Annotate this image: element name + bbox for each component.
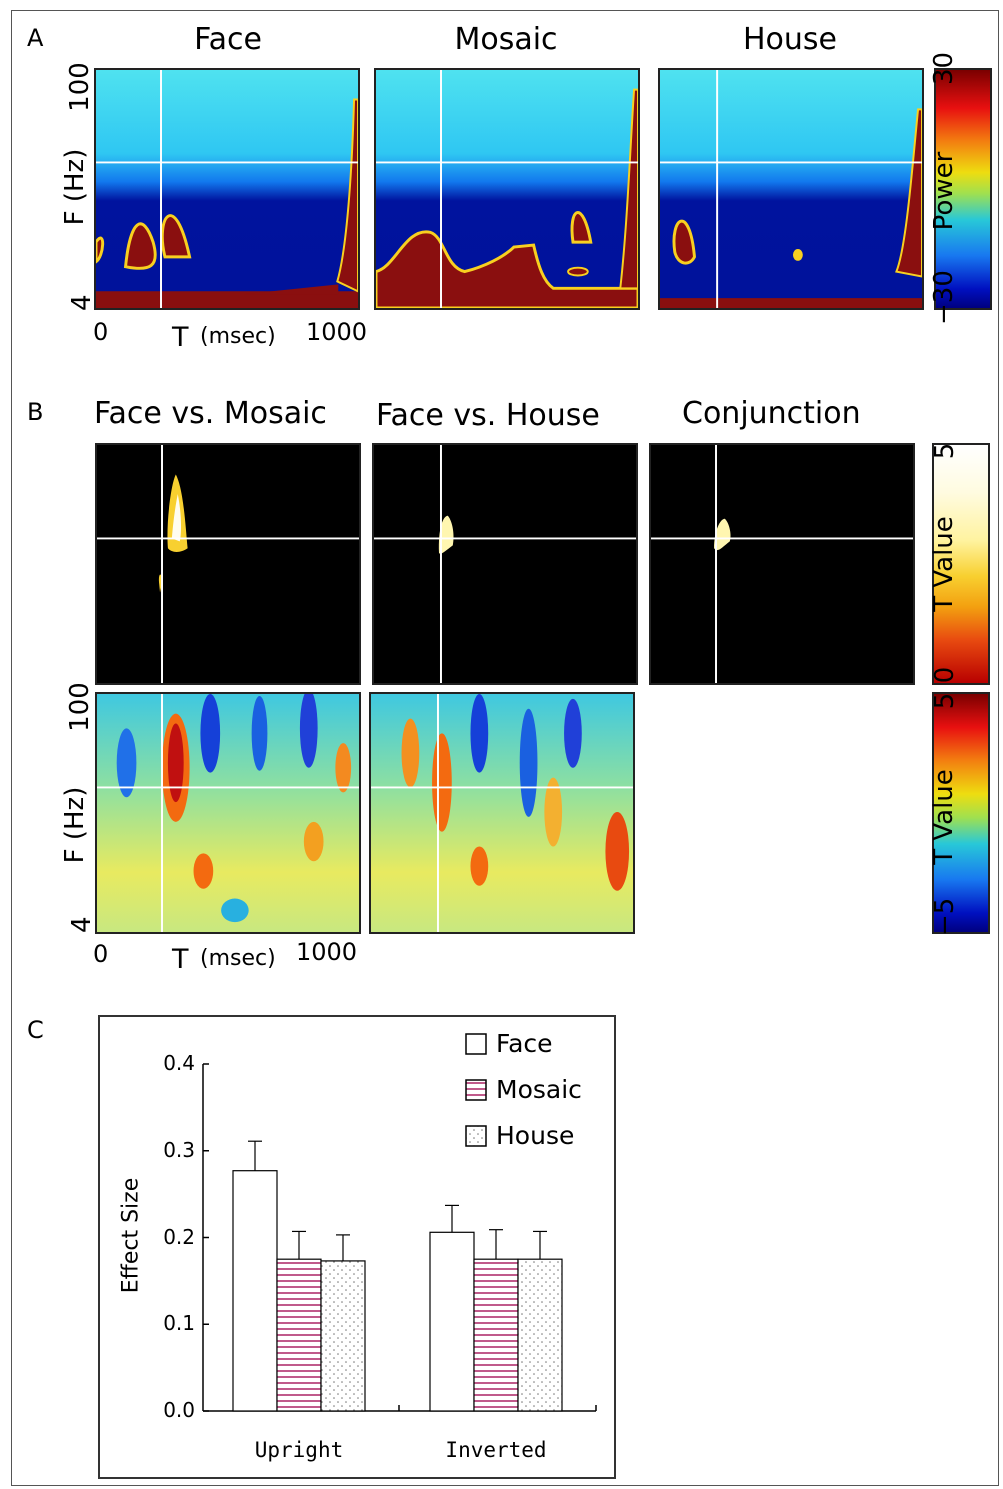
panel-a-y-bottom: 4 bbox=[67, 294, 97, 311]
panel-a-title-mosaic: Mosaic bbox=[454, 22, 558, 57]
panel-a-mosaic-map bbox=[374, 68, 640, 310]
panel-a-x-start: 0 bbox=[93, 318, 109, 346]
panel-b-face-vs-house-map bbox=[372, 443, 638, 685]
panel-c-y-label: Effect Size bbox=[118, 1177, 144, 1294]
panel-b-conjunction-map bbox=[649, 443, 915, 685]
panel-a-colorbar-label: Power bbox=[929, 151, 959, 231]
panel-b-face-vs-mosaic-tmap bbox=[95, 692, 361, 934]
panel-b-letter: B bbox=[27, 398, 44, 426]
figure-frame bbox=[11, 10, 999, 1486]
panel-b-colorbar-bottom bbox=[932, 692, 990, 934]
panel-a-x-end: 1000 bbox=[306, 318, 368, 346]
category-label-inverted: Inverted bbox=[445, 1438, 547, 1462]
panel-a-title-house: House bbox=[742, 22, 837, 57]
panel-b-x-label: T bbox=[172, 944, 189, 975]
panel-c-letter: C bbox=[27, 1016, 44, 1044]
panel-b-colorbar-top-label: T Value bbox=[929, 516, 959, 612]
panel-b-y-label: F (Hz) bbox=[60, 786, 90, 864]
panel-a-x-unit: (msec) bbox=[200, 324, 276, 349]
panel-b-title-conjunction: Conjunction bbox=[682, 396, 861, 431]
panel-a-house-map bbox=[658, 68, 924, 310]
panel-b-face-vs-mosaic-map bbox=[95, 443, 361, 685]
legend-swatch-mosaic bbox=[465, 1079, 487, 1101]
panel-b-title-face-vs-mosaic: Face vs. Mosaic bbox=[94, 396, 327, 431]
y-tick-label: 0.3 bbox=[163, 1137, 195, 1162]
panel-b-colorbar-bottom-label: T Value bbox=[929, 769, 959, 865]
panel-b-colorbar-bottom-min: −5 bbox=[930, 897, 960, 936]
panel-b-colorbar-top bbox=[932, 443, 990, 685]
legend-swatch-house bbox=[465, 1125, 487, 1147]
legend-label-mosaic: Mosaic bbox=[496, 1075, 582, 1104]
panel-a-y-top: 100 bbox=[65, 62, 95, 112]
panel-a-y-label: F (Hz) bbox=[60, 148, 90, 226]
panel-a-colorbar-min: −30 bbox=[929, 270, 959, 325]
y-tick-label: 0.0 bbox=[163, 1398, 195, 1422]
panel-b-title-face-vs-house: Face vs. House bbox=[376, 398, 600, 433]
legend-swatch-face bbox=[465, 1033, 487, 1055]
panel-a-colorbar bbox=[934, 68, 992, 310]
panel-b-y-bottom: 4 bbox=[67, 916, 97, 933]
panel-b-x-end: 1000 bbox=[296, 938, 358, 966]
y-tick-label: 0.2 bbox=[163, 1224, 195, 1249]
panel-a-face-map bbox=[94, 68, 360, 310]
category-label-upright: Upright bbox=[254, 1438, 344, 1462]
panel-b-colorbar-top-min: 0 bbox=[930, 666, 960, 684]
y-tick-label: 0.1 bbox=[163, 1311, 195, 1336]
y-tick-label: 0.4 bbox=[163, 1051, 195, 1075]
panel-a-letter: A bbox=[27, 24, 44, 52]
panel-b-x-unit: (msec) bbox=[200, 946, 276, 971]
panel-b-y-top: 100 bbox=[65, 682, 95, 732]
legend-label-house: House bbox=[496, 1121, 575, 1150]
panel-b-x-start: 0 bbox=[93, 940, 109, 968]
legend-label-face: Face bbox=[496, 1029, 553, 1058]
panel-b-colorbar-top-max: 5 bbox=[930, 442, 960, 460]
panel-b-colorbar-bottom-max: 5 bbox=[930, 692, 960, 710]
panel-c-legend-swatches bbox=[465, 1033, 487, 1147]
panel-a-x-label: T bbox=[172, 322, 189, 353]
panel-b-face-vs-house-tmap bbox=[369, 692, 635, 934]
panel-a-colorbar-max: 30 bbox=[929, 51, 959, 85]
panel-a-title-face: Face bbox=[194, 22, 262, 57]
panel-c-chart-box bbox=[98, 1015, 616, 1479]
